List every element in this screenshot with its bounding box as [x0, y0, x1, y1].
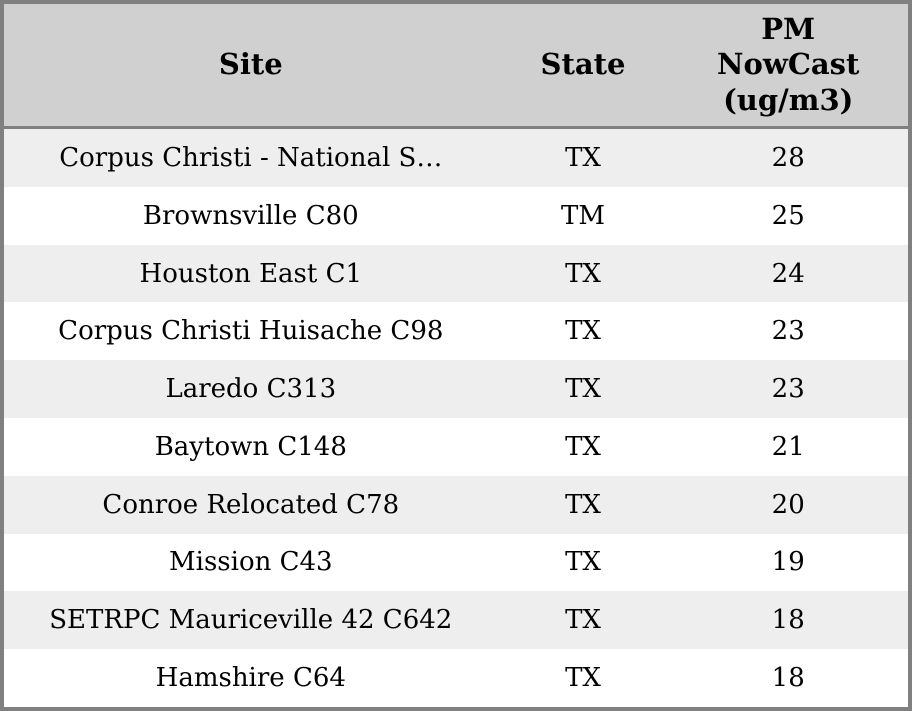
column-header-site: Site — [4, 4, 498, 129]
header-row: Site State PM NowCast (ug/m3) — [4, 4, 908, 129]
state-cell: TX — [565, 142, 601, 173]
state-cell: TX — [565, 605, 601, 636]
state-cell: TX — [565, 547, 601, 578]
table-row: Corpus Christi - National S… TX 28 — [4, 127, 908, 187]
state-cell: TM — [561, 200, 605, 231]
site-cell: Houston East C1 — [139, 258, 363, 289]
pm-nowcast-cell: 20 — [771, 489, 805, 520]
state-cell: TX — [565, 663, 601, 694]
column-header-state-label: State — [540, 47, 626, 82]
site-cell: Mission C43 — [169, 547, 333, 578]
site-cell: Corpus Christi Huisache C98 — [58, 316, 444, 347]
pm-nowcast-cell: 21 — [771, 431, 805, 462]
site-cell: Conroe Relocated C78 — [102, 489, 400, 520]
pm-nowcast-cell: 23 — [771, 316, 805, 347]
state-cell: TX — [565, 431, 601, 462]
table-row: Houston East C1 TX 24 — [4, 244, 908, 303]
table-row: SETRPC Mauriceville 42 C642 TX 18 — [4, 591, 908, 650]
pm-nowcast-table: Site State PM NowCast (ug/m3) Corpus Chr… — [4, 4, 908, 707]
site-cell: Corpus Christi - National S… — [59, 142, 443, 173]
table-row: Hamshire C64 TX 18 — [4, 649, 908, 707]
pm-nowcast-cell: 18 — [771, 605, 805, 636]
column-header-state: State — [497, 4, 669, 129]
state-cell: TX — [565, 489, 601, 520]
site-cell: Hamshire C64 — [155, 663, 346, 694]
pm-nowcast-cell: 24 — [771, 258, 805, 289]
table-row: Corpus Christi Huisache C98 TX 23 — [4, 302, 908, 361]
pm-nowcast-cell: 19 — [771, 547, 805, 578]
column-header-pm-nowcast: PM NowCast (ug/m3) — [668, 4, 908, 129]
column-header-site-label: Site — [218, 47, 283, 82]
table-row: Laredo C313 TX 23 — [4, 360, 908, 418]
site-cell: Laredo C313 — [165, 374, 337, 405]
site-cell: Brownsville C80 — [142, 200, 359, 231]
state-cell: TX — [565, 258, 601, 289]
state-cell: TX — [565, 316, 601, 347]
state-cell: TX — [565, 374, 601, 405]
pm-nowcast-cell: 25 — [771, 200, 805, 231]
table-row: Brownsville C80 TM 25 — [4, 186, 908, 245]
pm-nowcast-cell: 18 — [771, 663, 805, 694]
column-header-pm-nowcast-label: PM NowCast (ug/m3) — [717, 11, 860, 117]
pm-nowcast-cell: 23 — [771, 374, 805, 405]
table-row: Conroe Relocated C78 TX 20 — [4, 475, 908, 534]
table-body: Corpus Christi - National S… TX 28 Brown… — [4, 127, 908, 707]
site-cell: SETRPC Mauriceville 42 C642 — [49, 605, 453, 636]
table-row: Baytown C148 TX 21 — [4, 418, 908, 476]
table-row: Mission C43 TX 19 — [4, 533, 908, 592]
table-header: Site State PM NowCast (ug/m3) — [4, 4, 908, 129]
pm-nowcast-cell: 28 — [771, 142, 805, 173]
site-cell: Baytown C148 — [154, 431, 347, 462]
